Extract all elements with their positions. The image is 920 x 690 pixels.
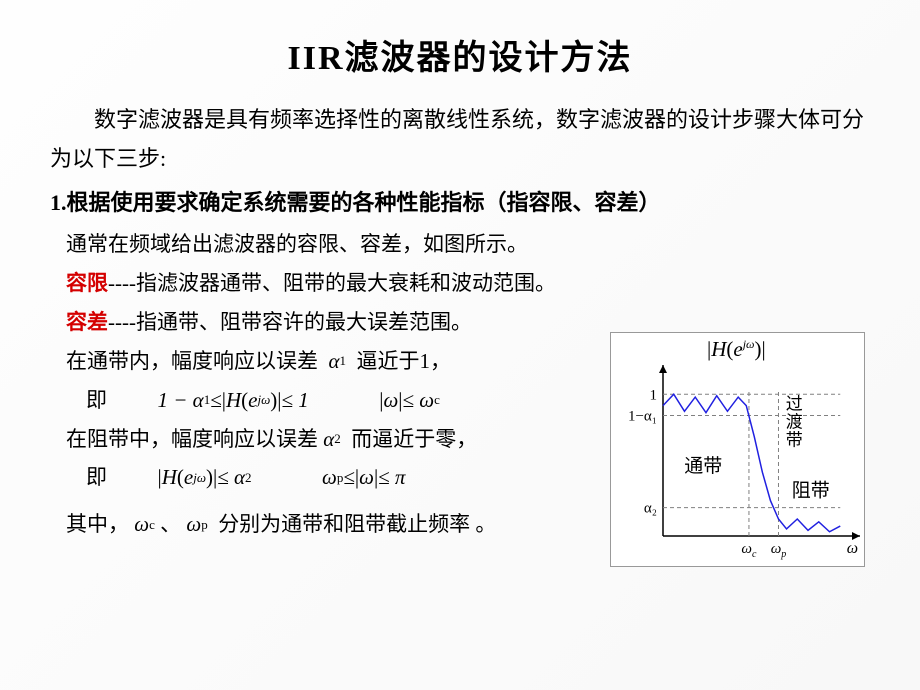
line-1: 通常在频域给出滤波器的容限、容差，如图所示。 [66, 225, 870, 264]
rongcha-text: ----指通带、阻带容许的最大误差范围。 [108, 310, 472, 334]
svg-text:α₂: α₂ [644, 501, 657, 517]
svg-text:阻带: 阻带 [792, 479, 830, 501]
passband-line: 在通带内，幅度响应以误差 α1 逼近于1， [66, 342, 610, 381]
svg-text:ωc: ωc [741, 541, 757, 560]
svg-text:通带: 通带 [684, 455, 722, 477]
stopband-inequality: | H ( e jω )| ≤ α2 [158, 458, 252, 497]
right-column: |H(ejω)| 1 1−α₁ α₂ ωcωp ω 通带阻带 过渡带 [610, 332, 870, 567]
sep: 、 [160, 512, 181, 536]
stopband-line: 在阻带中，幅度响应以误差 α2 而逼近于零， [66, 420, 610, 459]
alpha2-symbol: α2 [323, 420, 346, 459]
rongxian-text: ----指滤波器通带、阻带的最大衰耗和波动范围。 [108, 271, 556, 295]
rongcha-label: 容差 [66, 310, 108, 334]
chart-title: |H(ejω)| [707, 337, 766, 362]
final-line: 其中， ωc 、 ωp 分别为通带和阻带截止频率 。 [66, 505, 610, 544]
passband-formula-line: 即 1 − α1 ≤ | H ( e jω )| ≤ 1 |ω| ≤ ωc [86, 381, 610, 420]
final-b: 分别为通带和阻带截止频率 。 [218, 512, 496, 536]
chart-svg: 1 1−α₁ α₂ ωcωp ω 通带阻带 过渡带 [611, 333, 866, 568]
svg-text:ωp: ωp [771, 541, 787, 560]
omega-c: ωc [134, 505, 155, 544]
stopband-range: ωp ≤ |ω| ≤ π [322, 458, 405, 497]
svg-text:ω: ω [847, 540, 858, 557]
rongxian-line: 容限----指滤波器通带、阻带的最大衰耗和波动范围。 [66, 264, 870, 303]
content-row: 在通带内，幅度响应以误差 α1 逼近于1， 即 1 − α1 ≤ | H ( e… [50, 342, 870, 567]
omega-p: ωp [186, 505, 213, 544]
svg-text:1−α₁: 1−α₁ [628, 408, 657, 424]
step-1-heading: 1.根据使用要求确定系统需要的各种性能指标（指容限、容差） [50, 184, 870, 221]
alpha1-symbol: α1 [323, 342, 351, 381]
svg-text:1: 1 [650, 387, 658, 403]
slide: IIR滤波器的设计方法 数字滤波器是具有频率选择性的离散线性系统，数字滤波器的设… [0, 0, 920, 690]
svg-text:过: 过 [786, 395, 803, 414]
passband-text-b: 逼近于1， [357, 349, 452, 373]
svg-text:渡: 渡 [786, 413, 803, 432]
stopband-text-a: 在阻带中，幅度响应以误差 [66, 427, 318, 451]
passband-range: |ω| ≤ ωc [379, 381, 440, 420]
final-a: 其中， [66, 512, 129, 536]
passband-inequality: 1 − α1 ≤ | H ( e jω )| ≤ 1 [158, 381, 309, 420]
ji-1: 即 [86, 388, 107, 412]
svg-text:带: 带 [786, 431, 803, 450]
ji-2: 即 [86, 465, 107, 489]
filter-response-chart: |H(ejω)| 1 1−α₁ α₂ ωcωp ω 通带阻带 过渡带 [610, 332, 865, 567]
intro-text: 数字滤波器是具有频率选择性的离散线性系统，数字滤波器的设计步骤大体可分为以下三步… [50, 101, 870, 178]
rongxian-label: 容限 [66, 271, 108, 295]
passband-text-a: 在通带内，幅度响应以误差 [66, 349, 318, 373]
left-column: 在通带内，幅度响应以误差 α1 逼近于1， 即 1 − α1 ≤ | H ( e… [50, 342, 610, 544]
stopband-text-b: 而逼近于零， [351, 427, 477, 451]
stopband-formula-line: 即 | H ( e jω )| ≤ α2 ωp ≤ |ω| ≤ π [86, 458, 610, 497]
page-title: IIR滤波器的设计方法 [50, 30, 870, 79]
